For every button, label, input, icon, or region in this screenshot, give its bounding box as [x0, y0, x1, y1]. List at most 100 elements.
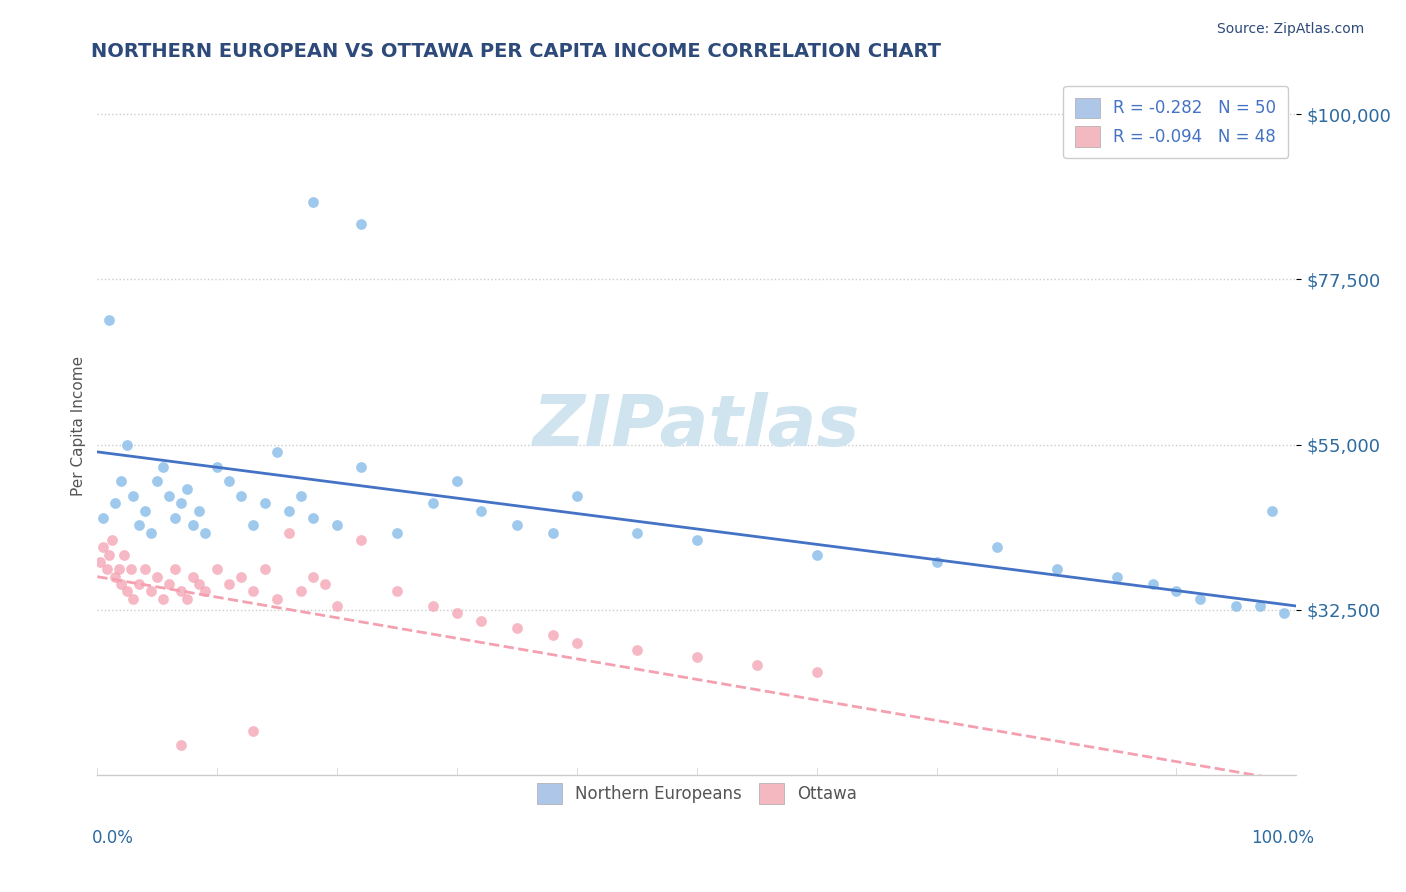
Point — [1189, 591, 1212, 606]
Point — [242, 584, 264, 599]
Point — [89, 555, 111, 569]
Point — [541, 628, 564, 642]
Point — [117, 584, 139, 599]
Point — [806, 548, 828, 562]
Point — [152, 459, 174, 474]
Point — [157, 577, 180, 591]
Point — [278, 525, 301, 540]
Point — [110, 475, 132, 489]
Point — [350, 533, 373, 547]
Point — [141, 525, 163, 540]
Point — [446, 475, 468, 489]
Point — [1261, 503, 1284, 517]
Point — [157, 489, 180, 503]
Point — [1249, 599, 1271, 613]
Point — [1274, 607, 1296, 621]
Point — [93, 541, 115, 555]
Text: 0.0%: 0.0% — [91, 829, 134, 847]
Point — [422, 496, 444, 510]
Point — [134, 562, 156, 576]
Point — [117, 437, 139, 451]
Point — [745, 657, 768, 672]
Point — [110, 577, 132, 591]
Text: ZIPatlas: ZIPatlas — [533, 392, 860, 460]
Point — [128, 577, 150, 591]
Point — [134, 503, 156, 517]
Point — [266, 445, 288, 459]
Point — [565, 636, 588, 650]
Point — [100, 533, 122, 547]
Point — [218, 475, 240, 489]
Point — [242, 518, 264, 533]
Point — [104, 496, 127, 510]
Point — [188, 503, 211, 517]
Point — [266, 591, 288, 606]
Point — [176, 482, 198, 496]
Point — [170, 584, 193, 599]
Point — [350, 459, 373, 474]
Point — [806, 665, 828, 679]
Point — [207, 459, 229, 474]
Point — [112, 548, 135, 562]
Point — [470, 614, 492, 628]
Point — [104, 569, 127, 583]
Point — [686, 533, 709, 547]
Point — [1274, 782, 1296, 797]
Point — [98, 313, 121, 327]
Point — [176, 591, 198, 606]
Point — [165, 511, 187, 525]
Point — [93, 511, 115, 525]
Point — [181, 518, 204, 533]
Point — [506, 621, 529, 635]
Point — [302, 511, 325, 525]
Point — [96, 562, 118, 576]
Point — [626, 643, 648, 657]
Text: 100.0%: 100.0% — [1251, 829, 1315, 847]
Point — [385, 584, 408, 599]
Point — [170, 739, 193, 753]
Point — [218, 577, 240, 591]
Point — [122, 489, 145, 503]
Point — [254, 562, 277, 576]
Point — [108, 562, 131, 576]
Point — [1142, 577, 1164, 591]
Point — [626, 525, 648, 540]
Point — [170, 496, 193, 510]
Point — [1166, 584, 1188, 599]
Text: Source: ZipAtlas.com: Source: ZipAtlas.com — [1216, 22, 1364, 37]
Point — [1225, 599, 1247, 613]
Point — [326, 518, 349, 533]
Point — [231, 489, 253, 503]
Point — [565, 489, 588, 503]
Point — [207, 562, 229, 576]
Point — [188, 577, 211, 591]
Point — [194, 525, 217, 540]
Point — [128, 518, 150, 533]
Point — [141, 584, 163, 599]
Legend: Northern Europeans, Ottawa: Northern Europeans, Ottawa — [526, 772, 869, 815]
Point — [422, 599, 444, 613]
Point — [385, 525, 408, 540]
Point — [314, 577, 336, 591]
Point — [120, 562, 142, 576]
Point — [242, 723, 264, 738]
Point — [231, 569, 253, 583]
Point — [350, 218, 373, 232]
Point — [165, 562, 187, 576]
Point — [254, 496, 277, 510]
Point — [925, 555, 948, 569]
Point — [152, 591, 174, 606]
Point — [446, 607, 468, 621]
Point — [290, 489, 312, 503]
Point — [146, 569, 169, 583]
Point — [986, 541, 1008, 555]
Point — [290, 584, 312, 599]
Point — [541, 525, 564, 540]
Point — [1105, 569, 1128, 583]
Point — [470, 503, 492, 517]
Point — [278, 503, 301, 517]
Point — [122, 591, 145, 606]
Point — [302, 569, 325, 583]
Point — [98, 548, 121, 562]
Point — [146, 475, 169, 489]
